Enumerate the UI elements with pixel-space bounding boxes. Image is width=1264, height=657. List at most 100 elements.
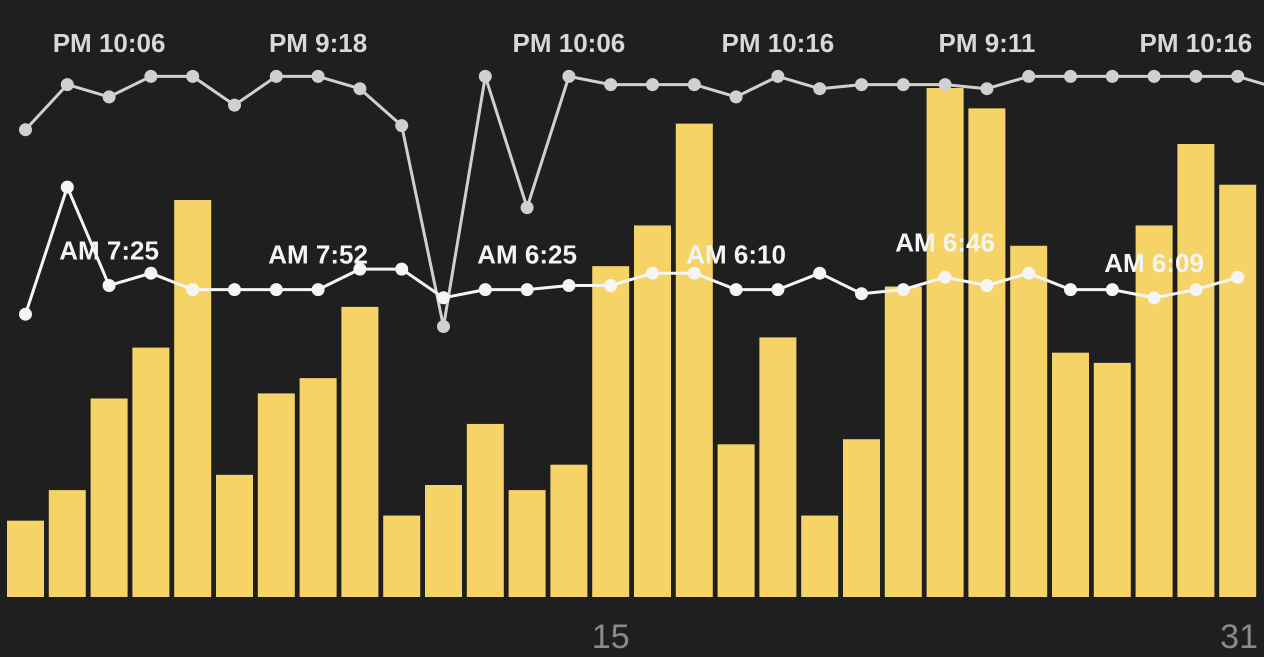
bar bbox=[675, 123, 713, 597]
bar bbox=[1135, 225, 1173, 597]
time-label: PM 9:18 bbox=[269, 28, 367, 58]
bar bbox=[1219, 184, 1257, 597]
wake-point bbox=[771, 283, 785, 297]
bedtime-point bbox=[269, 69, 283, 83]
wake-point bbox=[646, 266, 659, 280]
time-label: PM 9:11 bbox=[938, 28, 1035, 58]
bar bbox=[717, 444, 755, 597]
time-label: PM 10:06 bbox=[53, 28, 166, 58]
wake-point bbox=[938, 270, 952, 284]
bedtime-point bbox=[520, 201, 534, 215]
bar bbox=[759, 337, 797, 597]
wake-point bbox=[144, 266, 158, 280]
bedtime-point bbox=[729, 90, 743, 104]
bedtime-point bbox=[395, 119, 409, 133]
wake-point bbox=[855, 287, 868, 301]
wake-point bbox=[228, 283, 241, 297]
bar bbox=[801, 515, 839, 597]
bedtime-point bbox=[562, 69, 576, 83]
bar bbox=[174, 199, 212, 598]
bar bbox=[508, 490, 546, 597]
bedtime-point bbox=[855, 78, 868, 92]
time-label: PM 10:16 bbox=[722, 28, 835, 58]
wake-point bbox=[478, 283, 492, 297]
bedtime-point bbox=[1105, 69, 1119, 83]
bar bbox=[90, 398, 128, 597]
wake-point bbox=[1022, 266, 1036, 280]
wake-point bbox=[60, 180, 74, 194]
bedtime-point bbox=[1189, 69, 1203, 83]
bedtime-point bbox=[102, 90, 116, 104]
bar bbox=[7, 520, 44, 597]
wake-point bbox=[980, 279, 994, 292]
bar-group bbox=[7, 88, 1257, 598]
time-label: AM 7:25 bbox=[59, 236, 159, 266]
time-label: PM 10:06 bbox=[513, 28, 626, 58]
x-tick-label: 31 bbox=[1220, 618, 1258, 656]
bedtime-point bbox=[437, 320, 450, 333]
bedtime-point bbox=[813, 82, 827, 96]
bar bbox=[48, 490, 86, 597]
bar bbox=[843, 439, 880, 597]
bar bbox=[1093, 362, 1131, 597]
time-label: AM 6:09 bbox=[1104, 248, 1204, 278]
wake-point bbox=[353, 262, 367, 276]
bar bbox=[383, 515, 421, 597]
wake-point bbox=[896, 283, 910, 297]
bar bbox=[341, 306, 379, 597]
wake-point bbox=[1189, 283, 1203, 297]
bar bbox=[257, 393, 295, 597]
bedtime-point bbox=[19, 123, 32, 137]
bar bbox=[1052, 352, 1089, 597]
wake-point bbox=[520, 283, 534, 297]
bar bbox=[425, 485, 462, 597]
wake-point bbox=[813, 266, 827, 280]
x-tick-label: 15 bbox=[592, 618, 630, 656]
wake-point bbox=[395, 262, 409, 276]
wake-point bbox=[269, 283, 283, 297]
bedtime-point bbox=[771, 69, 785, 83]
bedtime-point bbox=[311, 69, 325, 83]
time-label: AM 7:52 bbox=[268, 240, 368, 270]
wake-point bbox=[687, 266, 701, 280]
bar bbox=[1010, 245, 1048, 598]
time-label: PM 10:16 bbox=[1140, 28, 1253, 58]
bar bbox=[634, 225, 671, 597]
wake-point bbox=[19, 307, 32, 321]
bedtime-point bbox=[478, 69, 492, 83]
bedtime-point bbox=[896, 78, 910, 92]
bedtime-point bbox=[353, 82, 367, 96]
wake-point bbox=[1064, 283, 1077, 297]
bedtime-point bbox=[646, 78, 659, 92]
bedtime-point bbox=[1064, 69, 1077, 83]
wake-point bbox=[1231, 270, 1245, 284]
bedtime-point bbox=[1147, 69, 1161, 83]
bar bbox=[1177, 143, 1215, 598]
x-axis-ticks: 15 31 bbox=[592, 618, 1258, 656]
bar bbox=[968, 108, 1006, 598]
bar bbox=[884, 286, 922, 597]
time-label: AM 6:25 bbox=[477, 240, 577, 270]
wake-point bbox=[102, 279, 116, 292]
bar bbox=[926, 88, 964, 597]
bedtime-line-group bbox=[19, 69, 1264, 333]
bedtime-point bbox=[1022, 69, 1036, 83]
wake-line-group bbox=[19, 180, 1245, 321]
time-label-group: PM 10:06 PM 9:18 PM 10:06 PM 10:16 PM 9:11 PM… bbox=[53, 28, 1253, 278]
bedtime-point bbox=[186, 69, 200, 83]
wake-point bbox=[437, 291, 450, 305]
wake-point bbox=[311, 283, 325, 297]
wake-point bbox=[604, 279, 618, 292]
bedtime-point bbox=[604, 78, 618, 92]
wake-point bbox=[729, 283, 743, 297]
bar bbox=[550, 464, 588, 597]
time-label: AM 6:46 bbox=[895, 227, 995, 257]
bedtime-point bbox=[980, 82, 994, 96]
time-label: AM 6:10 bbox=[686, 240, 786, 270]
bedtime-point bbox=[144, 69, 158, 83]
bedtime-point bbox=[228, 98, 241, 112]
bar bbox=[299, 378, 337, 597]
wake-point bbox=[562, 279, 576, 292]
bedtime-point bbox=[60, 78, 74, 92]
